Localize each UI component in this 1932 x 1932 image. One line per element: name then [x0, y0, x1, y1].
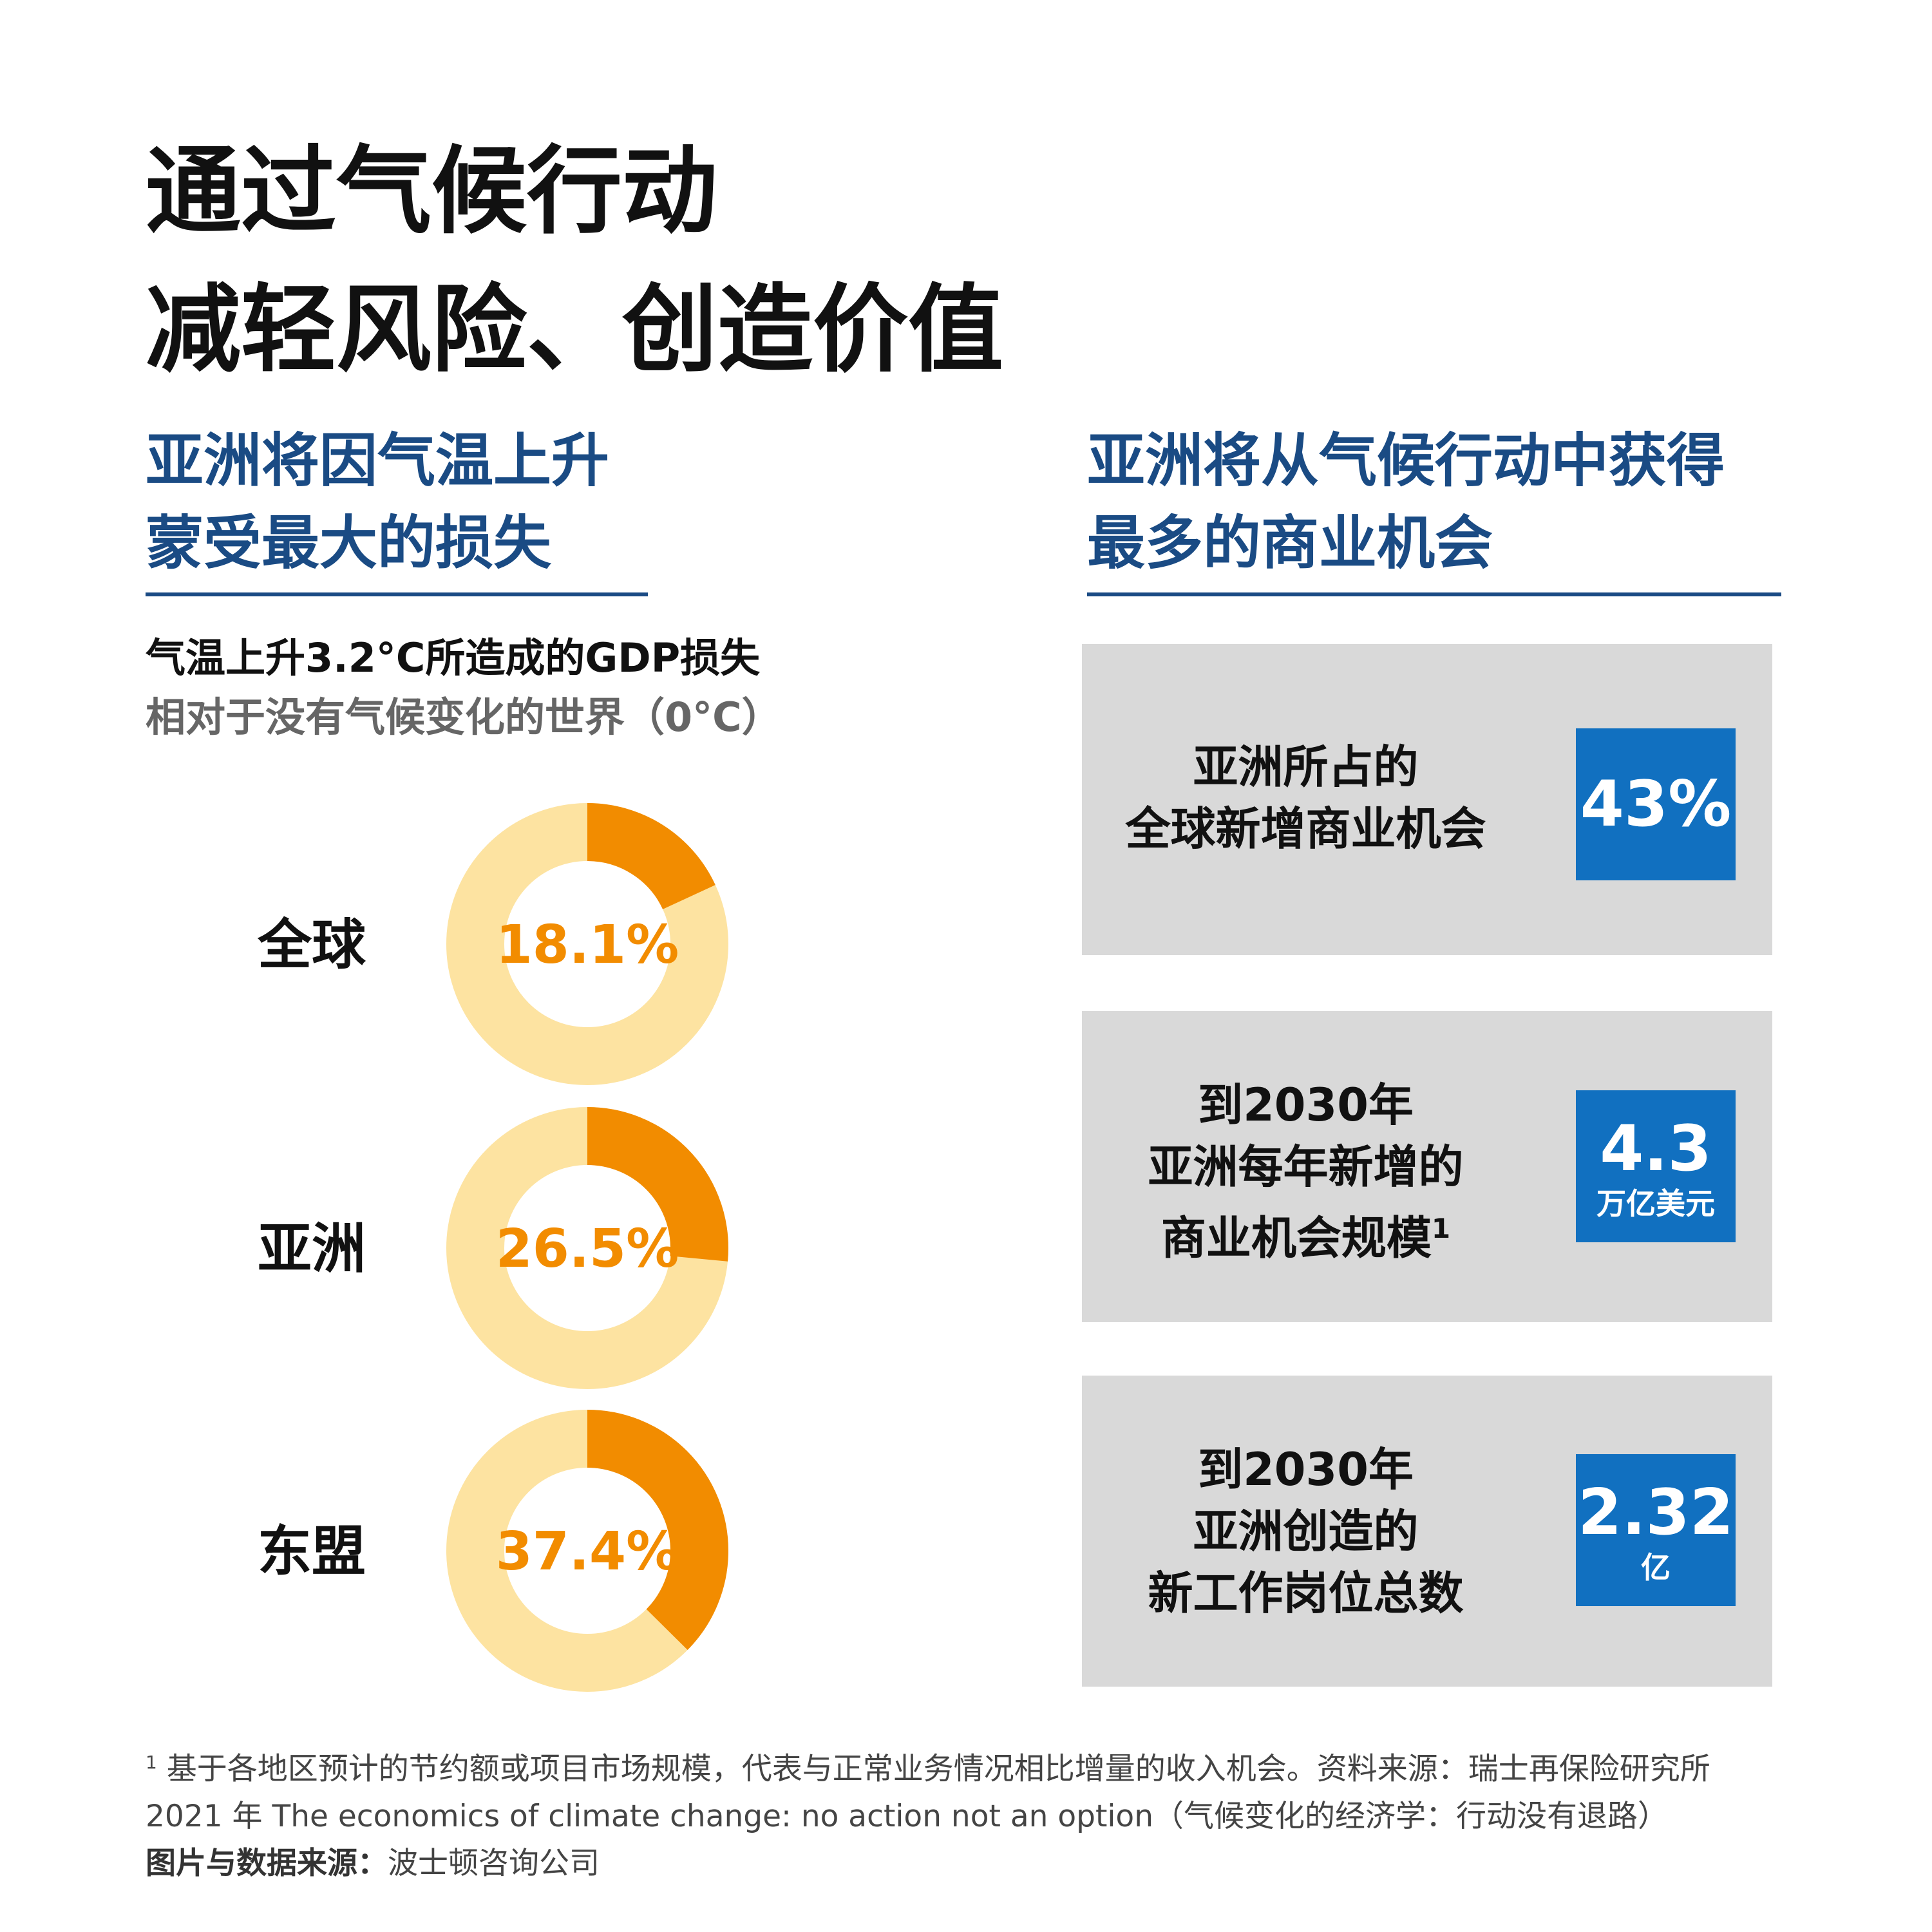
donut-1: 18.1% 全球 — [257, 803, 728, 1085]
card-line: 商业机会规模1 — [1082, 1198, 1530, 1269]
footnote-line1: 1 基于各地区预计的节约额或项目市场规模，代表与正常业务情况相比增量的收入机会。… — [146, 1739, 1794, 1793]
right-heading-line1: 亚洲将从气候行动中获得 — [1087, 427, 1725, 495]
badge-value: 4.3 — [1600, 1112, 1712, 1186]
right-heading-line2: 最多的商业机会 — [1087, 509, 1493, 577]
badge-value: 43% — [1580, 768, 1732, 841]
left-section-heading: 亚洲将因气温上升 蒙受最大的损失 — [146, 420, 609, 585]
annual-opportunity-badge: 4.3 万亿美元 — [1576, 1090, 1736, 1242]
card-line: 亚洲创造的 — [1193, 1505, 1419, 1558]
donut-value-arc — [446, 1107, 728, 1389]
left-heading-rule — [146, 592, 648, 596]
donut-category-label: 东盟 — [258, 1520, 366, 1583]
source-label: 图片与数据来源： — [146, 1845, 388, 1881]
source-value: 波士顿咨询公司 — [388, 1845, 600, 1881]
donut-value-label: 26.5% — [496, 1218, 679, 1280]
card-line-text: 商业机会规模 — [1160, 1211, 1432, 1265]
badge-unit: 万亿美元 — [1596, 1186, 1715, 1221]
new-jobs-badge: 2.32 亿 — [1576, 1454, 1736, 1606]
chart-title: 气温上升3.2°C所造成的GDP损失 — [146, 634, 761, 681]
new-jobs-card: 到2030年 亚洲创造的 新工作岗位总数 2.32 亿 — [1082, 1376, 1772, 1687]
card-line: 亚洲所占的 — [1193, 741, 1419, 793]
opportunity-share-card: 亚洲所占的 全球新增商业机会 43% — [1082, 644, 1772, 955]
chart-caption: 气温上升3.2°C所造成的GDP损失 相对于没有气候变化的世界（0°C） — [146, 629, 782, 747]
card-line: 新工作岗位总数 — [1148, 1567, 1464, 1620]
page-title-line2: 减轻风险、创造价值 — [146, 274, 1003, 385]
footnote-mark: 1 — [146, 1752, 157, 1773]
donut-category-label: 全球 — [257, 913, 366, 976]
annual-opportunity-text: 到2030年 亚洲每年新增的 商业机会规模1 — [1082, 1074, 1530, 1269]
footnote-marker: 1 — [1431, 1213, 1451, 1244]
donut-value-arc — [446, 803, 728, 1085]
donut-value-label: 18.1% — [496, 914, 679, 976]
footnote-source: 图片与数据来源：波士顿咨询公司 — [146, 1840, 1794, 1887]
opportunity-share-text: 亚洲所占的 全球新增商业机会 — [1082, 736, 1530, 860]
donut-value-arc — [446, 1410, 728, 1692]
donut-chart: 18.1% 全球 26.5% 亚洲 37.4% 东盟 — [257, 803, 728, 1692]
right-heading-rule — [1087, 592, 1781, 596]
page-title-line1: 通过气候行动 — [146, 136, 717, 247]
footnote: 1 基于各地区预计的节约额或项目市场规模，代表与正常业务情况相比增量的收入机会。… — [146, 1739, 1794, 1887]
donut-3: 37.4% 东盟 — [258, 1410, 728, 1692]
chart-subtitle: 相对于没有气候变化的世界（0°C） — [146, 694, 782, 741]
footnote-text: 基于各地区预计的节约额或项目市场规模，代表与正常业务情况相比增量的收入机会。资料… — [156, 1751, 1710, 1787]
left-heading-line1: 亚洲将因气温上升 — [146, 427, 609, 495]
card-line: 到2030年 — [1198, 1079, 1414, 1132]
opportunity-share-badge: 43% — [1576, 728, 1736, 880]
card-line: 亚洲每年新增的 — [1148, 1141, 1464, 1193]
card-line: 全球新增商业机会 — [1125, 802, 1486, 855]
footnote-line2: 2021 年 The economics of climate change: … — [146, 1798, 1668, 1834]
card-line: 到2030年 — [1198, 1443, 1414, 1496]
donut-2: 26.5% 亚洲 — [258, 1107, 728, 1389]
new-jobs-text: 到2030年 亚洲创造的 新工作岗位总数 — [1082, 1439, 1530, 1624]
badge-unit: 亿 — [1641, 1550, 1671, 1585]
donut-value-label: 37.4% — [496, 1521, 679, 1582]
annual-opportunity-card: 到2030年 亚洲每年新增的 商业机会规模1 4.3 万亿美元 — [1082, 1011, 1772, 1322]
page-title: 通过气候行动 减轻风险、创造价值 — [146, 122, 1003, 399]
badge-value: 2.32 — [1578, 1476, 1734, 1549]
donut-category-label: 亚洲 — [258, 1217, 366, 1280]
right-section-heading: 亚洲将从气候行动中获得 最多的商业机会 — [1087, 420, 1725, 585]
left-heading-line2: 蒙受最大的损失 — [146, 509, 551, 577]
